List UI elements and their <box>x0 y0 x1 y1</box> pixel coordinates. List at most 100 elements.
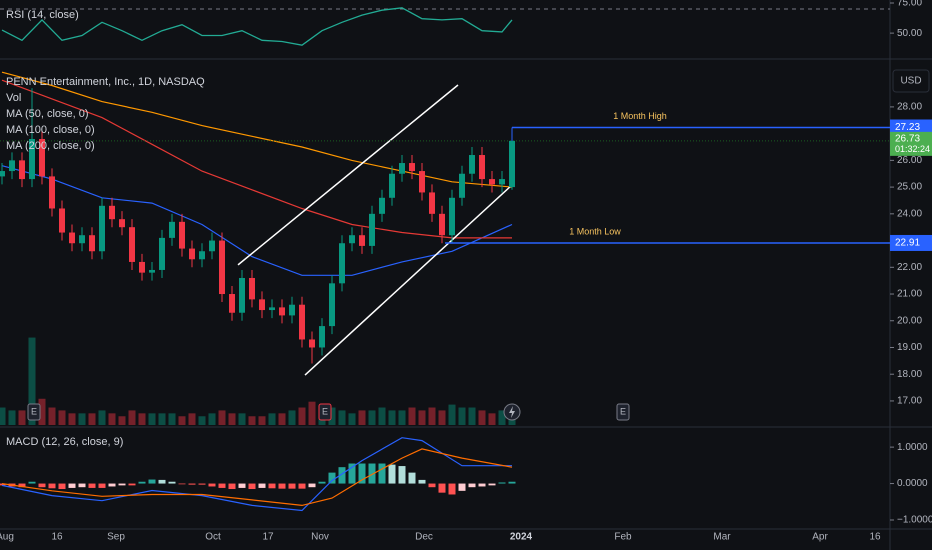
candle-body <box>389 173 395 198</box>
candle-body <box>349 235 355 244</box>
histogram-bar <box>408 472 416 484</box>
candle-body <box>119 219 125 228</box>
x-tick-label: Aug <box>0 532 14 543</box>
volume-bar <box>298 407 306 425</box>
volume-bar <box>108 413 116 425</box>
histogram-bar <box>78 483 86 488</box>
trend-channel <box>237 84 459 266</box>
volume-bar <box>198 416 206 425</box>
volume-bar <box>498 410 506 425</box>
ma-legend: MA (100, close, 0) <box>6 124 95 136</box>
histogram-bar <box>378 463 386 484</box>
candle-body <box>379 197 385 214</box>
histogram-bar <box>108 483 116 487</box>
volume-bar <box>428 407 436 425</box>
volume-bar <box>8 410 16 425</box>
volume-bar <box>378 407 386 425</box>
histogram-bar <box>398 466 406 484</box>
lightning-icon <box>509 406 515 418</box>
histogram-bar <box>218 483 226 488</box>
candle-body <box>289 304 295 316</box>
volume-bar <box>128 410 136 425</box>
rsi-pane <box>0 7 890 46</box>
histogram-bar <box>128 483 136 486</box>
candle-body <box>279 307 285 316</box>
candle-body <box>189 248 195 260</box>
candle-body <box>259 299 265 311</box>
candle-body <box>149 269 155 273</box>
volume-bar <box>468 407 476 425</box>
candle-body <box>79 235 85 244</box>
macd-title: MACD (12, 26, close, 9) <box>6 436 123 448</box>
candle-body <box>49 176 55 209</box>
volume-bar <box>178 416 186 425</box>
y-tick-label: 20.00 <box>897 315 922 326</box>
candle-body <box>239 277 245 313</box>
level-tag-label: 27.23 <box>895 122 920 133</box>
x-tick-label: 16 <box>869 532 881 543</box>
x-tick-label: Dec <box>415 532 433 543</box>
volume-bar <box>58 410 66 425</box>
histogram-bar <box>438 483 446 493</box>
candle-body <box>409 163 415 172</box>
candle-body <box>439 213 445 236</box>
volume-bar <box>328 407 336 425</box>
earnings-badge <box>616 403 630 421</box>
histogram-bar <box>188 483 196 485</box>
volume-bar <box>98 410 106 425</box>
histogram-bar <box>288 483 296 489</box>
x-tick-label: Feb <box>614 532 632 543</box>
volume-bar <box>38 398 46 425</box>
histogram-bar <box>98 483 106 488</box>
volume-bar <box>438 410 446 425</box>
y-tick-label: 24.00 <box>897 208 922 219</box>
level-label: 1 Month High <box>613 111 667 121</box>
volume-legend: Vol <box>6 92 21 104</box>
level-label: 1 Month Low <box>569 226 621 236</box>
candle-body <box>419 171 425 193</box>
earnings-label: E <box>620 406 626 416</box>
candle-body <box>359 235 365 246</box>
y-tick-label: 1.0000 <box>897 442 928 453</box>
symbol-title: PENN Entertainment, Inc., 1D, NASDAQ <box>6 76 205 88</box>
histogram-bar <box>328 472 336 484</box>
y-tick-label: 0.0000 <box>897 478 928 489</box>
candle-body <box>229 294 235 313</box>
currency-button[interactable] <box>892 69 930 93</box>
volume-bar <box>78 413 86 425</box>
histogram-bar <box>468 483 476 488</box>
candle-body <box>489 179 495 185</box>
y-tick-label: 18.00 <box>897 369 922 380</box>
x-tick-label: Apr <box>812 532 828 543</box>
y-tick-label: 26.00 <box>897 155 922 166</box>
candle-body <box>509 140 515 188</box>
earnings-label: E <box>31 406 37 416</box>
last-price-label: 26.73 <box>895 133 920 144</box>
candle-body <box>199 251 205 260</box>
volume-bar <box>478 410 486 425</box>
histogram-bar <box>298 483 306 489</box>
histogram-bar <box>118 483 126 486</box>
candle-body <box>269 307 275 311</box>
last-price-tag <box>890 131 932 156</box>
histogram-bar <box>208 483 216 487</box>
volume-bar <box>138 413 146 425</box>
main-pane <box>0 71 890 425</box>
candle-body <box>19 160 25 180</box>
volume-bar <box>238 413 246 425</box>
x-tick-label: Mar <box>713 532 731 543</box>
candle-body <box>469 155 475 174</box>
y-tick-label: 28.00 <box>897 102 922 113</box>
histogram-bar <box>0 483 6 486</box>
volume-bar <box>308 401 316 425</box>
histogram-bar <box>18 483 26 488</box>
histogram-bar <box>488 483 496 486</box>
ma-legend: MA (200, close, 0) <box>6 140 95 152</box>
candle-body <box>169 221 175 238</box>
rsi-title: RSI (14, close) <box>6 9 79 21</box>
histogram-bar <box>448 483 456 495</box>
histogram-bar <box>58 483 66 490</box>
trend-channel <box>304 184 513 376</box>
volume-bar <box>148 413 156 425</box>
histogram-bar <box>238 483 246 488</box>
